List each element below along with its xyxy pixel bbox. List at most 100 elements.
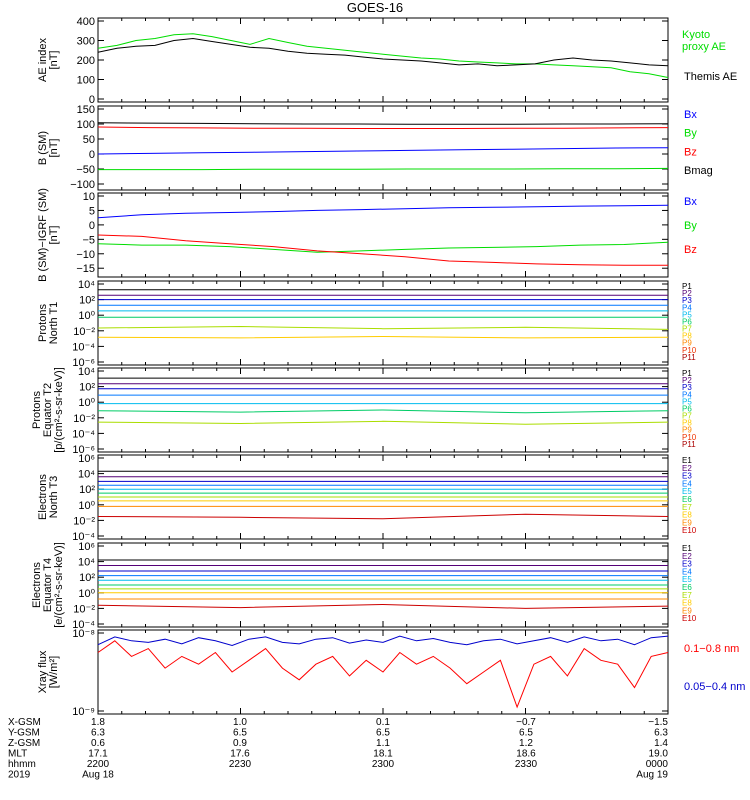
legend-label-p4: P4 [682, 303, 692, 312]
legend-label-e5: E5 [682, 487, 692, 496]
series-line-protons-north-8 [97, 335, 669, 339]
series-line-b-sm-igrf-3 [97, 234, 668, 266]
legend-label-p2: P2 [682, 376, 692, 385]
figure-title: GOES-16 [346, 0, 404, 15]
footer-value: 2300 [372, 759, 395, 770]
legend-label-p8: P8 [682, 332, 692, 341]
series-line-xray-flux-1 [97, 640, 669, 709]
y-tick-label: 10⁴ [78, 557, 95, 569]
legend-label-e2: E2 [682, 464, 692, 473]
y-axis-label: Protons [31, 391, 43, 429]
y-tick-label: 0 [89, 94, 95, 106]
y-tick-label: 10⁴ [78, 469, 95, 481]
footer-value: 2330 [515, 759, 538, 770]
y-tick-label: 10² [79, 484, 95, 496]
y-axis-label: [nT] [48, 226, 60, 245]
y-tick-label: 10⁻⁴ [72, 531, 95, 543]
y-axis-label: AE index [37, 37, 49, 82]
legend-label-p10: P10 [682, 346, 697, 355]
y-tick-label: 10⁴ [78, 279, 95, 291]
legend-label-e1: E1 [682, 456, 692, 465]
y-tick-label: −100 [70, 179, 95, 191]
legend-label-themis: Themis AE [684, 71, 737, 83]
footer-value: 2200 [87, 759, 110, 770]
legend-label-kyoto: Kyoto [682, 29, 710, 41]
legend-label-e3: E3 [682, 560, 692, 569]
legend-label-p2: P2 [682, 289, 692, 298]
series-line-ae-index-1 [97, 33, 669, 78]
y-tick-label: 10⁻² [73, 603, 95, 615]
legend-label-p10: P10 [682, 433, 697, 442]
footer-row-label: MLT [8, 749, 27, 760]
legend-label-bx: Bx [684, 196, 697, 208]
legend-label-e7: E7 [682, 591, 692, 600]
y-tick-label: 300 [77, 36, 95, 48]
footer-value: 6.3 [654, 728, 668, 739]
y-tick-label: 0 [89, 149, 95, 161]
legend-label-e2: E2 [682, 552, 692, 561]
y-tick-label: 10⁰ [78, 500, 95, 512]
legend-label-short: 0.05−0.4 nm [684, 681, 745, 693]
y-tick-label: 10⁻² [73, 326, 95, 338]
y-tick-label: −15 [76, 263, 95, 275]
y-tick-label: 10⁻⁴ [72, 428, 95, 440]
legend-label-kyoto: proxy AE [682, 41, 726, 53]
footer-row-label: hhmm [8, 759, 36, 770]
y-tick-label: 0 [89, 220, 95, 232]
y-tick-label: 10⁻² [73, 515, 95, 527]
y-tick-label: 10⁰ [78, 588, 95, 600]
y-axis-label: North T3 [48, 476, 60, 519]
y-axis-label: B (SM) [37, 131, 49, 165]
footer-value: 2230 [229, 759, 252, 770]
footer-value: 1.4 [654, 738, 668, 749]
footer-value: −0.7 [516, 717, 536, 728]
y-axis-label: Electrons [37, 474, 49, 520]
y-axis-label: B (SM)−IGRF (SM) [37, 188, 49, 282]
series-line-electrons-equator-10 [97, 603, 669, 609]
y-axis-label: North T1 [48, 302, 60, 345]
footer-value: 18.6 [516, 749, 536, 760]
y-tick-label: 200 [77, 55, 95, 67]
legend-label-by: By [684, 128, 697, 140]
y-tick-label: −5 [82, 234, 95, 246]
y-axis-label: [p/(cm²-s-sr-keV)] [53, 367, 65, 453]
y-tick-label: 10⁰ [78, 310, 95, 322]
footer-value: 6.5 [376, 728, 390, 739]
y-axis-label: Equator T2 [42, 383, 54, 437]
legend-label-bx: Bx [684, 109, 697, 121]
footer-value: 1.8 [91, 717, 105, 728]
legend-label-long: 0.1−0.8 nm [684, 643, 739, 655]
legend-label-p1: P1 [682, 282, 692, 291]
y-tick-label: −50 [76, 164, 95, 176]
y-tick-label: 400 [77, 16, 95, 28]
legend-label-p6: P6 [682, 404, 692, 413]
y-tick-label: 10² [79, 295, 95, 307]
series-line-b-sm-2 [98, 167, 669, 171]
legend-label-e6: E6 [682, 583, 692, 592]
y-tick-label: 10⁻² [73, 413, 95, 425]
series-line-xray-flux-2 [97, 635, 669, 647]
panel-frame-protons-north [97, 280, 669, 366]
y-tick-label: 10⁻⁹ [72, 706, 95, 718]
legend-label-p7: P7 [682, 325, 692, 334]
legend-label-p7: P7 [682, 412, 692, 421]
series-line-b-sm-4 [97, 122, 669, 125]
legend-label-p9: P9 [682, 339, 692, 348]
legend-label-e8: E8 [682, 511, 692, 520]
legend-label-p11: P11 [682, 353, 696, 362]
legend-label-e7: E7 [682, 503, 692, 512]
legend-label-e6: E6 [682, 495, 692, 504]
footer-value: 6.3 [91, 728, 105, 739]
footer-value: 1.1 [376, 738, 390, 749]
legend-label-p3: P3 [682, 296, 692, 305]
legend-label-p9: P9 [682, 426, 692, 435]
panel-frame-ae-index [97, 17, 669, 103]
footer-value: 0.6 [91, 738, 105, 749]
series-line-b-sm-1 [97, 147, 669, 155]
y-tick-label: 10 [83, 191, 95, 203]
legend-label-e3: E3 [682, 472, 692, 481]
legend-label-p3: P3 [682, 383, 692, 392]
series-line-ae-index-2 [97, 37, 669, 67]
footer-value: 19.0 [649, 749, 669, 760]
